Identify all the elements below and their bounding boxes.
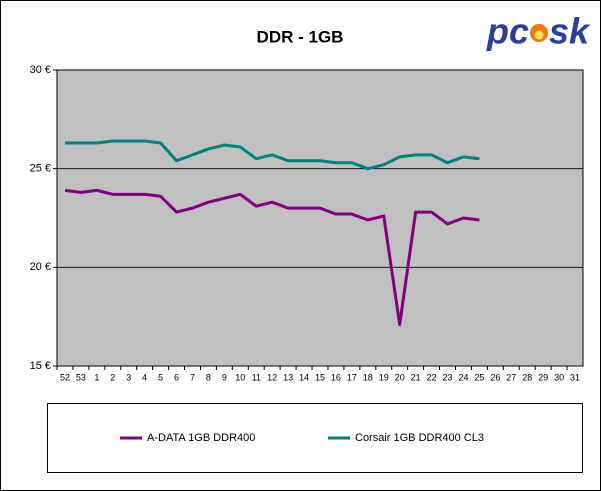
x-tick-label: 20 xyxy=(395,372,405,382)
y-tick-label: 30 € xyxy=(30,64,51,76)
plot-area xyxy=(56,69,584,367)
series-line xyxy=(64,188,480,327)
logo: pc sk xyxy=(486,11,591,52)
x-tick-label: 12 xyxy=(267,372,277,382)
y-tick-label: 20 € xyxy=(30,261,51,273)
x-tick-label: 26 xyxy=(490,372,500,382)
x-tick-label: 28 xyxy=(522,372,532,382)
logo-flame-core xyxy=(534,30,544,40)
chart-title: DDR - 1GB xyxy=(257,27,344,46)
x-tick-label: 30 xyxy=(554,372,564,382)
x-tick-label: 22 xyxy=(427,372,437,382)
x-tick-label: 13 xyxy=(283,372,293,382)
x-tick-label: 18 xyxy=(363,372,373,382)
x-tick-label: 29 xyxy=(538,372,548,382)
x-tick-label: 1 xyxy=(94,372,99,382)
x-tick-label: 2 xyxy=(110,372,115,382)
legend-label: A-DATA 1GB DDR400 xyxy=(147,432,255,444)
x-tick-label: 52 xyxy=(60,372,70,382)
legend-box xyxy=(47,403,583,473)
x-tick-label: 17 xyxy=(347,372,357,382)
x-tick-label: 7 xyxy=(190,372,195,382)
x-tick-label: 16 xyxy=(331,372,341,382)
legend-label: Corsair 1GB DDR400 CL3 xyxy=(355,432,484,444)
x-tick-label: 19 xyxy=(379,372,389,382)
x-tick-label: 6 xyxy=(174,372,179,382)
logo-text: pc xyxy=(486,11,529,52)
series-line xyxy=(64,139,480,171)
x-tick-label: 31 xyxy=(570,372,580,382)
x-tick-label: 21 xyxy=(411,372,421,382)
x-tick-label: 23 xyxy=(443,372,453,382)
x-tick-label: 4 xyxy=(142,372,147,382)
y-tick-label: 15 € xyxy=(30,360,51,372)
x-tick-label: 10 xyxy=(235,372,245,382)
x-tick-label: 27 xyxy=(506,372,516,382)
logo-text: sk xyxy=(549,11,591,52)
x-tick-label: 15 xyxy=(315,372,325,382)
x-tick-label: 25 xyxy=(474,372,484,382)
x-tick-label: 8 xyxy=(206,372,211,382)
x-tick-label: 9 xyxy=(222,372,227,382)
y-tick-label: 25 € xyxy=(30,163,51,175)
x-tick-label: 14 xyxy=(299,372,309,382)
x-tick-label: 11 xyxy=(252,372,261,382)
x-tick-label: 24 xyxy=(458,372,468,382)
x-tick-label: 53 xyxy=(76,372,86,382)
x-tick-label: 3 xyxy=(126,372,131,382)
x-tick-label: 5 xyxy=(158,372,163,382)
